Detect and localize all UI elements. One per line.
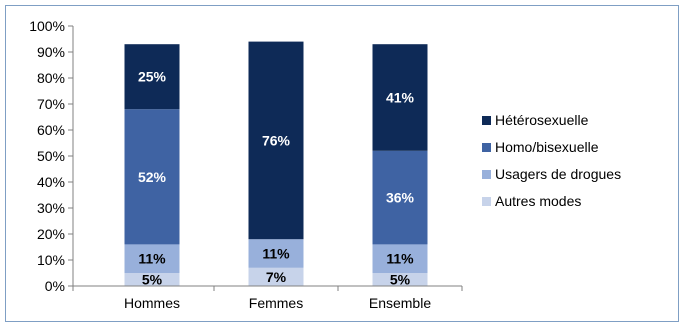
y-tick-label: 70% (37, 96, 65, 112)
data-label: 11% (262, 246, 290, 262)
y-tick-label: 20% (37, 226, 65, 242)
bar-segment (124, 273, 180, 286)
legend-label: Usagers de drogues (495, 166, 621, 182)
chart-container: 0% 10% 20% 30% 40% 50% 60% 70% 80% 90% 100% 5% 11% 52… (5, 5, 679, 322)
stacked-bar-chart: 0% 10% 20% 30% 40% 50% 60% 70% 80% 90% 100% 5% 11% 52… (29, 18, 621, 311)
data-label: 25% (138, 69, 167, 85)
x-category-label: Ensemble (369, 295, 431, 311)
legend-swatch (482, 170, 491, 179)
data-label: 5% (142, 272, 163, 288)
legend-swatch (482, 143, 491, 152)
bar-segment (372, 244, 428, 273)
y-tick-label: 50% (37, 148, 65, 164)
bar-segment (248, 267, 304, 286)
y-tick-label: 100% (29, 18, 65, 34)
data-label: 7% (266, 269, 287, 285)
y-tick-label: 0% (45, 278, 65, 294)
data-label: 36% (386, 190, 415, 206)
legend-swatch (482, 116, 491, 125)
y-tick-label: 80% (37, 70, 65, 86)
y-tick-label: 30% (37, 200, 65, 216)
data-label: 5% (390, 272, 411, 288)
bar-segment (124, 44, 180, 110)
bar-segment (124, 244, 180, 273)
y-tick-label: 10% (37, 252, 65, 268)
x-category-label: Hommes (124, 295, 180, 311)
y-tick-label: 60% (37, 122, 65, 138)
legend-label: Homo/bisexuelle (495, 139, 599, 155)
y-tick-label: 90% (37, 44, 65, 60)
data-label: 11% (138, 251, 166, 267)
bar-segment (124, 109, 180, 245)
data-label: 76% (262, 132, 291, 148)
bar-segment (372, 150, 428, 245)
y-tick-label: 40% (37, 174, 65, 190)
data-label: 41% (386, 90, 415, 106)
data-label: 52% (138, 169, 167, 185)
x-category-label: Femmes (249, 295, 303, 311)
bar-segment (248, 41, 304, 240)
bar-segment (372, 44, 428, 151)
legend-label: Autres modes (495, 193, 581, 209)
bar-segment (372, 273, 428, 286)
data-label: 11% (386, 251, 414, 267)
legend-label: Hétérosexuelle (495, 112, 589, 128)
legend-swatch (482, 197, 491, 206)
bar-segment (248, 239, 304, 268)
